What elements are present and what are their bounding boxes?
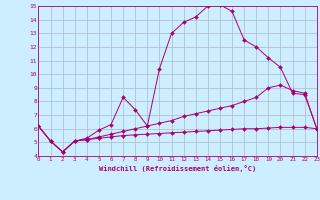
X-axis label: Windchill (Refroidissement éolien,°C): Windchill (Refroidissement éolien,°C) [99,165,256,172]
